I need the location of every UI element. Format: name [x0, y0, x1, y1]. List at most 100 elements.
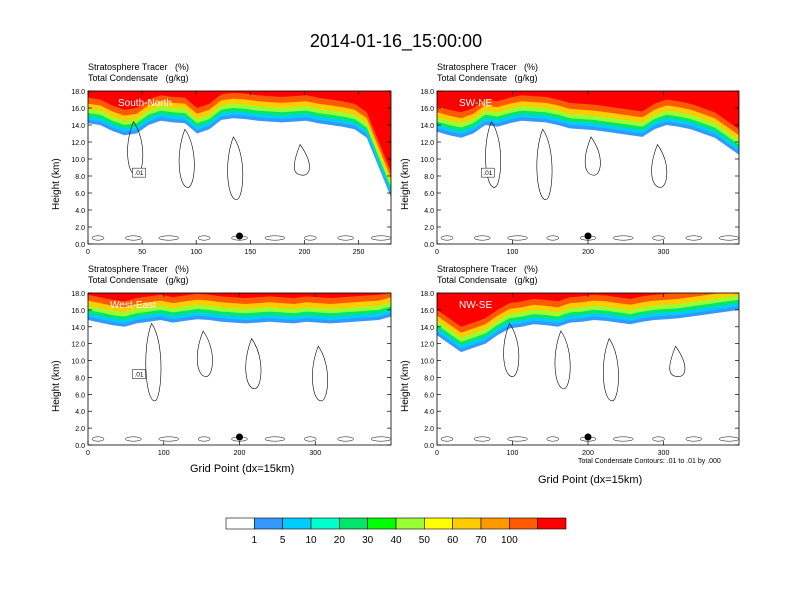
y-tick-label: 6.0 — [75, 392, 85, 399]
x-tick-label: 0 — [86, 249, 90, 256]
panel4-header-tracer: Stratosphere Tracer (%) — [437, 264, 539, 274]
condensate-contour — [651, 143, 668, 188]
panel-west-east: 0.0 2.0 4.0 6.0 8.0 10.0 12.0 14.0 16.0 18.0 0 100 2… — [71, 291, 392, 457]
condensate-contour-low — [304, 235, 317, 241]
y-tick-label: 6.0 — [75, 191, 85, 198]
condensate-contour-low — [370, 235, 391, 241]
condensate-contour-low — [613, 235, 634, 241]
y-tick-label: 10.0 — [420, 359, 434, 366]
condensate-contour — [503, 322, 520, 377]
colorbar-label: 40 — [390, 535, 402, 546]
condensate-contour — [178, 128, 195, 188]
x-tick-label: 200 — [299, 249, 311, 256]
colorbar-swatch — [254, 517, 283, 530]
condensate-contour — [245, 337, 262, 390]
location-marker — [584, 433, 592, 441]
colorbar-swatch — [424, 517, 453, 530]
condensate-contour-low — [197, 436, 211, 442]
condensate-contour — [584, 136, 601, 176]
y-tick-label: 2.0 — [75, 225, 85, 232]
condensate-contour-low — [440, 235, 454, 241]
colorbar-label: 10 — [305, 535, 317, 546]
panel1-header: Stratosphere Tracer (%) Total Condensate … — [88, 62, 189, 84]
condensate-contour-low — [264, 235, 286, 241]
panel1-header-tracer: Stratosphere Tracer (%) — [88, 62, 190, 72]
colorbar-swatch — [395, 517, 425, 530]
colorbar-swatch — [282, 517, 312, 530]
x-tick-label: 200 — [582, 450, 594, 457]
colorbar-swatch — [537, 517, 567, 530]
colorbar-label: 100 — [501, 535, 518, 546]
panel2-header: Stratosphere Tracer (%) Total Condensate … — [437, 62, 538, 84]
condensate-contour — [227, 136, 244, 200]
colorbar-label: 70 — [475, 535, 487, 546]
colorbar-swatch — [310, 517, 340, 530]
y-tick-label: 4.0 — [75, 208, 85, 215]
condensate-contour — [312, 345, 328, 402]
contour-label: .01 — [134, 170, 143, 177]
colorbar-label: 60 — [447, 535, 459, 546]
y-tick-label: 0.0 — [75, 242, 85, 249]
contour-label: .01 — [483, 170, 492, 177]
condensate-contour-low — [613, 436, 634, 442]
y-tick-label: 8.0 — [75, 174, 85, 181]
y-tick-label: 0.0 — [424, 242, 434, 249]
plot-area — [437, 91, 739, 241]
y-tick-label: 8.0 — [424, 375, 434, 382]
y-tick-label: 18.0 — [71, 89, 85, 96]
y-tick-label: 16.0 — [71, 106, 85, 113]
location-marker — [584, 232, 592, 240]
colorbar-label: 20 — [334, 535, 346, 546]
condensate-contour — [145, 322, 162, 402]
y-tick-label: 14.0 — [420, 123, 434, 130]
x-tick-label: 150 — [244, 249, 256, 256]
condensate-contour-low — [125, 436, 142, 442]
y-tick-label: 14.0 — [71, 123, 85, 130]
panel2-header-tracer: Stratosphere Tracer (%) — [437, 62, 539, 72]
location-marker — [236, 433, 243, 441]
contour-label: .01 — [134, 372, 143, 379]
location-marker — [236, 232, 243, 240]
y-tick-label: 10.0 — [71, 157, 85, 164]
y-tick-label: 10.0 — [420, 157, 434, 164]
tracer-band-5 — [437, 293, 739, 333]
contour-note: Total Condensate Contours: .01 to .01 by… — [578, 458, 721, 465]
x-tick-label: 100 — [507, 249, 519, 256]
plot-area — [437, 293, 739, 442]
colorbar-swatch — [452, 517, 482, 530]
panel3-header-condensate: Total Condensate (g/kg) — [88, 275, 189, 285]
colorbar-swatch — [509, 517, 538, 530]
y-tick-label: 14.0 — [71, 325, 85, 332]
colorbar-swatch — [480, 517, 510, 530]
condensate-contour — [536, 128, 553, 200]
x-tick-label: 50 — [138, 249, 146, 256]
x-tick-label: 200 — [582, 249, 594, 256]
condensate-contour-low — [91, 436, 105, 442]
colorbar-label: 5 — [280, 535, 286, 546]
colorbar-swatch — [225, 517, 255, 530]
panel-label: South-North — [118, 98, 172, 109]
panel-south-north: 0.0 2.0 4.0 6.0 8.0 10.0 12.0 14.0 16.0 18.0 0 50 10… — [71, 89, 392, 256]
x-tick-label: 200 — [234, 450, 246, 457]
condensate-contour-low — [370, 436, 391, 442]
condensate-contour-low — [264, 436, 286, 442]
tracer-band-5 — [437, 91, 739, 136]
condensate-contour — [293, 143, 310, 176]
condensate-contour-low — [507, 436, 528, 442]
tracer-band-6 — [437, 91, 739, 130]
colorbar-label: 50 — [419, 535, 431, 546]
panel4-header: Stratosphere Tracer (%) Total Condensate … — [437, 264, 538, 286]
condensate-contour-low — [197, 235, 211, 241]
y-tick-label: 2.0 — [424, 225, 434, 232]
panel-label: NW-SE — [459, 300, 492, 311]
x-tick-label: 100 — [190, 249, 202, 256]
condensate-contour-low — [507, 235, 528, 241]
figure-title: 2014-01-16_15:00:00 — [309, 31, 483, 51]
panel-label: SW-NE — [459, 98, 492, 109]
condensate-contour — [603, 337, 619, 402]
condensate-contour-low — [718, 235, 739, 241]
tracer-band-6 — [437, 293, 739, 327]
y-tick-label: 2.0 — [75, 426, 85, 433]
contour-label-box — [132, 369, 146, 379]
